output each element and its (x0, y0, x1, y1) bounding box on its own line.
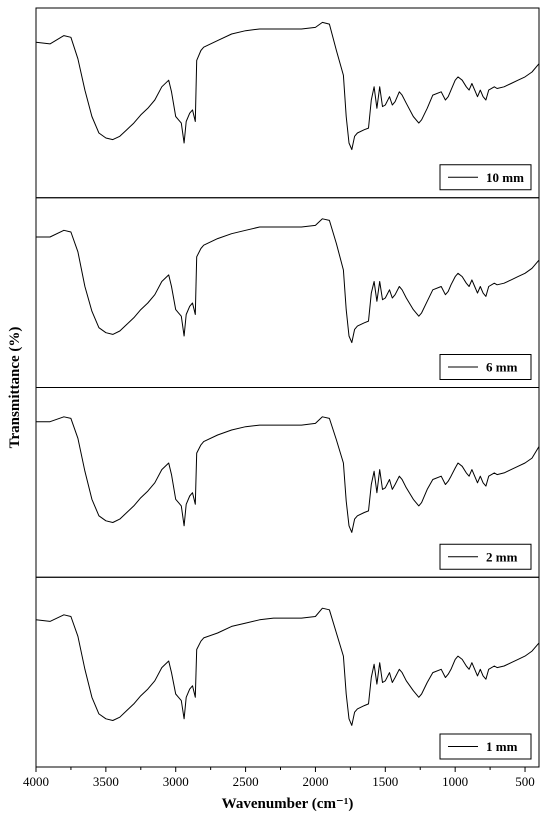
legend-label: 6 mm (486, 360, 518, 375)
legend: 2 mm (439, 543, 532, 570)
x-tick-label: 2500 (233, 774, 259, 789)
legend-label: 2 mm (486, 549, 518, 564)
legend: 1 mm (439, 733, 532, 760)
y-axis-title: Transmittance (%) (7, 327, 23, 449)
series-line (36, 416, 540, 533)
x-tick-label: 2000 (302, 774, 328, 789)
x-tick-label: 1000 (442, 774, 468, 789)
legend: 6 mm (439, 354, 532, 380)
panel-0: 10 mm (35, 7, 540, 199)
panel-2: 2 mm (35, 387, 540, 578)
x-tick-label: 3000 (163, 774, 189, 789)
panel-frame (35, 576, 540, 768)
x-tick-label: 1500 (372, 774, 398, 789)
panel-3: 1 mm (35, 576, 540, 768)
x-tick-label: 3500 (93, 774, 119, 789)
chart-panels: 10 mm 6 mm 2 mm 1 mm (35, 7, 540, 768)
x-tick-label: 4000 (23, 774, 49, 789)
series-line (36, 218, 540, 344)
x-tick-label: 500 (515, 774, 535, 789)
x-axis-ticks: 4000 3500 3000 2500 2000 1500 1000 500 (23, 767, 535, 789)
x-axis-title: Wavenumber (cm⁻¹) (222, 796, 354, 812)
panel-1: 6 mm (35, 197, 540, 388)
series-line (35, 21, 540, 151)
legend-label: 1 mm (486, 739, 518, 754)
series-line (35, 607, 540, 726)
legend: 10 mm (439, 164, 532, 191)
legend-label: 10 mm (486, 170, 524, 185)
